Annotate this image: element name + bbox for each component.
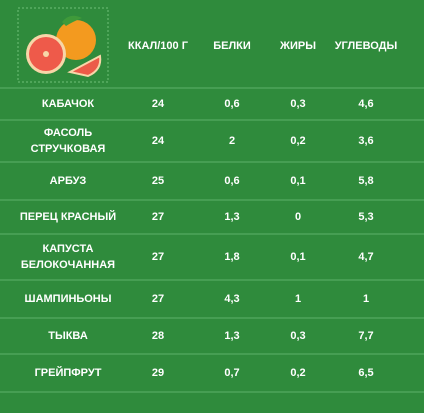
row-name: ГРЕЙПФРУТ [35,366,102,379]
cell-value: 0,6 [224,98,239,110]
grapefruit-slice [67,54,102,78]
row-name: ШАМПИНЬОНЫ [25,293,112,305]
row-name: АРБУЗ [50,175,87,187]
leaf [62,15,82,26]
cell-value: 28 [152,330,164,342]
column-header: БЕЛКИ [213,40,251,52]
cell-value: 4,3 [224,293,239,305]
cell-value: 0,3 [290,98,305,110]
cell-value: 2 [229,135,235,147]
cell-value: 1 [295,293,301,305]
cell-value: 0,6 [224,175,239,187]
row-name: КАПУСТА [43,243,94,255]
row-name: СТРУЧКОВАЯ [31,143,106,155]
cell-value: 7,7 [358,330,373,342]
cell-value: 29 [152,367,164,379]
cell-value: 0,2 [290,135,305,147]
image-frame [17,7,109,83]
cell-value: 0,1 [290,251,305,263]
cell-value: 27 [152,251,164,263]
cell-value: 0 [295,211,301,223]
row-name: ПЕРЕЦ КРАСНЫЙ [20,210,116,223]
column-header: ККАЛ/100 Г [128,40,189,52]
cell-value: 1,3 [224,330,239,342]
cell-value: 3,6 [358,135,373,147]
cell-value: 1,3 [224,211,239,223]
cell-value: 5,3 [358,211,373,223]
cell-value: 0,2 [290,367,305,379]
grapefruit-core [43,51,49,57]
row-name: КАБАЧОК [42,98,95,110]
cell-value: 4,6 [358,98,373,110]
cell-value: 25 [152,175,164,187]
cell-value: 6,5 [358,367,373,379]
cell-value: 5,8 [358,175,373,187]
cell-value: 1,8 [224,251,239,263]
cell-value: 0,1 [290,175,305,187]
cell-value: 0,7 [224,367,239,379]
cell-value: 0,3 [290,330,305,342]
cell-value: 4,7 [358,251,373,263]
cell-value: 24 [152,135,165,147]
row-name: ФАСОЛЬ [44,127,92,139]
cell-value: 27 [152,211,164,223]
grapefruit-whole [56,20,96,60]
row-name: ТЫКВА [48,330,88,342]
cell-value: 1 [363,293,369,305]
fruit-image [17,7,109,83]
cell-value: 27 [152,293,164,305]
cell-value: 24 [152,98,165,110]
column-header: УГЛЕВОДЫ [335,40,398,52]
row-name: БЕЛОКОЧАННАЯ [21,259,115,271]
column-header: ЖИРЫ [279,40,316,52]
